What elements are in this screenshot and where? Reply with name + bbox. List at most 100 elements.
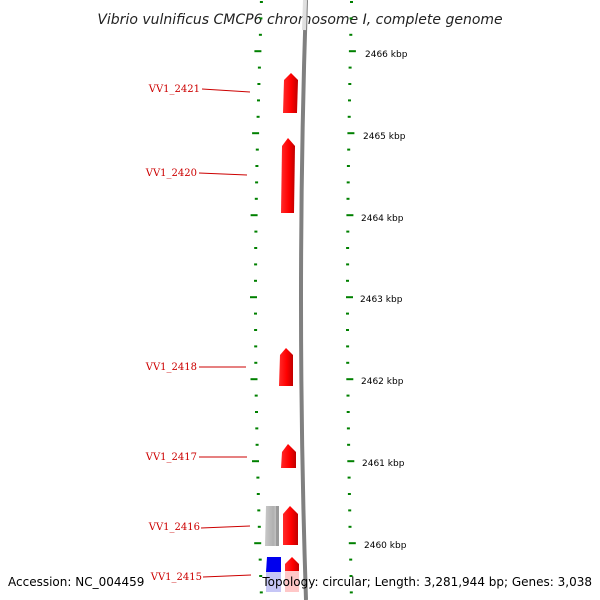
- genome-backbone: [299, 0, 308, 600]
- minor-tick: [259, 1, 263, 3]
- minor-tick: [259, 591, 263, 594]
- feature-blue-block: [266, 557, 281, 572]
- inner-tick-track: [250, 1, 263, 594]
- gene-label-vv1-2421[interactable]: VV1_2421: [148, 84, 200, 95]
- minor-tick: [349, 575, 353, 577]
- map-title: Vibrio vulnificus CMCP6 chromosome I, co…: [97, 12, 502, 28]
- feature-gray-block: [265, 506, 279, 546]
- feature-blue-block-shade: [266, 572, 281, 592]
- minor-tick: [257, 83, 261, 85]
- gene-arrow-vv1-2415[interactable]: [285, 557, 299, 571]
- minor-tick: [255, 165, 259, 167]
- major-tick: [250, 296, 257, 299]
- minor-tick: [259, 17, 263, 20]
- minor-tick: [259, 575, 263, 577]
- major-tick: [252, 460, 259, 463]
- major-tick: [252, 132, 260, 135]
- gene-arrow-vv1-2421[interactable]: [283, 73, 298, 113]
- minor-tick: [258, 558, 262, 561]
- minor-tick: [346, 411, 350, 413]
- gene-label-vv1-2416[interactable]: VV1_2416: [148, 522, 200, 533]
- minor-tick: [255, 148, 259, 151]
- scale-label-2460: 2460 kbp: [364, 541, 407, 551]
- scale-label-2463: 2463 kbp: [360, 295, 403, 305]
- major-tick: [346, 296, 353, 299]
- gene-arrow-vv1-2420[interactable]: [281, 138, 295, 213]
- minor-tick: [254, 247, 258, 249]
- minor-tick: [257, 66, 261, 69]
- minor-tick: [254, 263, 258, 266]
- minor-tick: [254, 361, 258, 364]
- minor-tick: [348, 99, 351, 102]
- gene-arrow-vv1-2416[interactable]: [283, 506, 298, 545]
- minor-tick: [254, 230, 258, 233]
- minor-tick: [254, 394, 258, 397]
- feature-gray-block-edge: [276, 506, 279, 546]
- minor-tick: [256, 115, 260, 118]
- outer-tick-track: [346, 1, 356, 594]
- minor-tick: [349, 17, 353, 20]
- scale-label-2461: 2461 kbp: [362, 459, 405, 469]
- scale-label-2464: 2464 kbp: [361, 214, 404, 224]
- minor-tick: [254, 345, 258, 348]
- label-line-vv1-2421: [201, 88, 251, 93]
- minor-tick: [254, 279, 257, 282]
- minor-tick: [255, 427, 259, 430]
- gene-arrow-vv1-2418[interactable]: [279, 348, 293, 386]
- gene-label-vv1-2420[interactable]: VV1_2420: [145, 168, 197, 179]
- minor-tick: [256, 476, 260, 479]
- minor-tick: [346, 247, 350, 249]
- minor-tick: [347, 476, 351, 479]
- gene-label-vv1-2417[interactable]: VV1_2417: [145, 452, 197, 463]
- major-tick: [348, 542, 356, 545]
- minor-tick: [346, 197, 350, 200]
- minor-tick: [349, 33, 353, 36]
- scale-label-2465: 2465 kbp: [363, 132, 406, 142]
- major-tick: [346, 378, 354, 381]
- minor-tick: [348, 509, 352, 512]
- major-tick: [254, 50, 262, 53]
- minor-tick: [349, 558, 353, 561]
- gene-label-vv1-2418[interactable]: VV1_2418: [145, 362, 197, 373]
- minor-tick: [347, 443, 351, 446]
- minor-tick: [254, 197, 258, 200]
- minor-tick: [346, 181, 350, 184]
- minor-tick: [255, 443, 259, 446]
- minor-tick: [254, 329, 258, 331]
- major-tick: [347, 132, 355, 135]
- minor-tick: [257, 509, 261, 512]
- scale-label-2462: 2462 kbp: [361, 377, 404, 387]
- label-line-vv1-2415: [202, 574, 252, 578]
- minor-tick: [346, 361, 350, 364]
- gene-label-vv1-2415[interactable]: VV1_2415: [150, 572, 202, 583]
- minor-tick: [346, 279, 349, 282]
- minor-tick: [258, 33, 262, 36]
- minor-tick: [256, 493, 260, 495]
- major-tick: [348, 50, 356, 53]
- gene-arrow-vv1-2415-shade: [285, 571, 299, 592]
- major-tick: [250, 214, 258, 217]
- minor-tick: [346, 312, 349, 315]
- label-line-vv1-2420: [198, 172, 248, 176]
- major-tick: [347, 460, 355, 463]
- minor-tick: [348, 83, 352, 85]
- minor-tick: [257, 99, 260, 102]
- minor-tick: [254, 312, 257, 315]
- scale-label-2466: 2466 kbp: [365, 50, 408, 60]
- minor-tick: [346, 230, 350, 233]
- minor-tick: [347, 148, 351, 151]
- minor-tick: [346, 345, 350, 348]
- minor-tick: [346, 394, 350, 397]
- major-tick: [346, 214, 354, 217]
- accession-text: Accession: NC_004459: [8, 575, 144, 589]
- minor-tick: [255, 181, 259, 184]
- minor-tick: [349, 591, 353, 594]
- gene-arrow-vv1-2417[interactable]: [281, 444, 296, 468]
- minor-tick: [255, 411, 258, 413]
- minor-tick: [347, 493, 351, 495]
- minor-tick: [348, 525, 352, 528]
- minor-tick: [346, 427, 350, 430]
- minor-tick: [257, 525, 261, 528]
- minor-tick: [346, 165, 350, 167]
